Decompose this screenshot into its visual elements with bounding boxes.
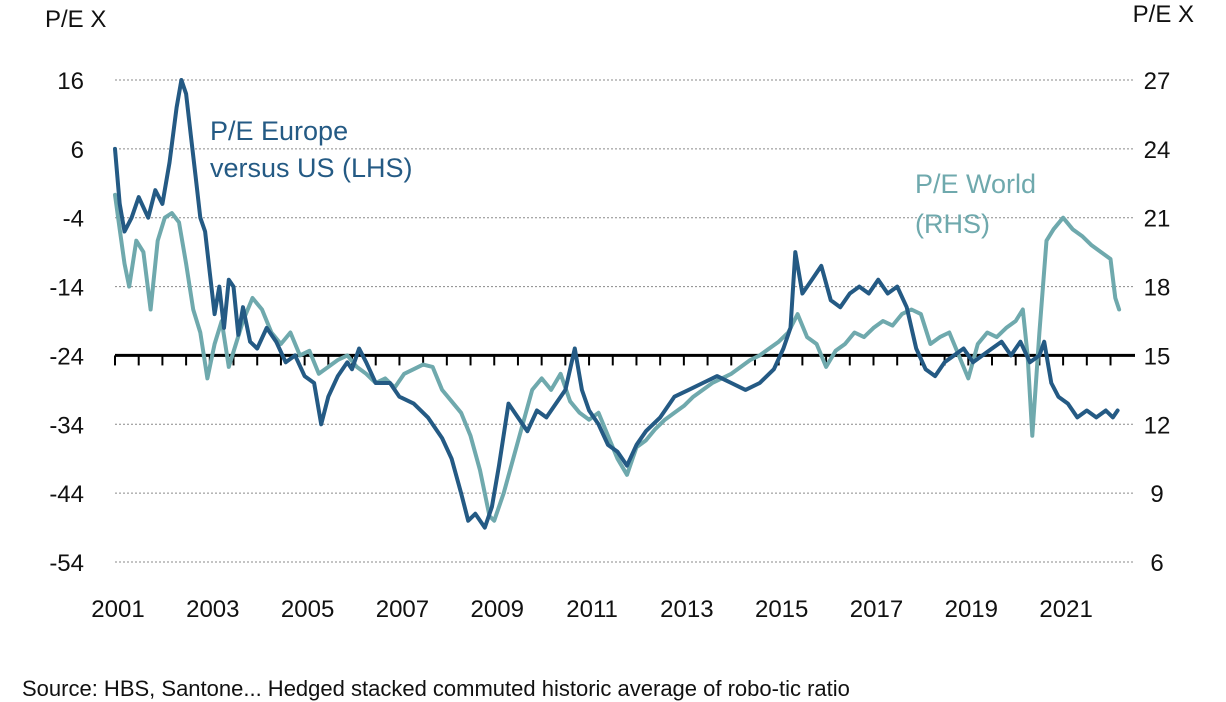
x-tick-label: 2007 <box>376 596 429 623</box>
right-tick-label: 18 <box>1144 275 1171 302</box>
series-label-world-line1: P/E World <box>915 169 1036 199</box>
left-tick-label: -44 <box>49 481 84 508</box>
x-tick-label: 2005 <box>281 596 334 623</box>
series-label-europe-line2: versus US (LHS) <box>210 153 413 183</box>
series-label-europe-line1: P/E Europe <box>210 116 348 146</box>
left-axis-title: P/E X <box>45 6 106 33</box>
x-axis-ticks: 2001 2003 2005 2007 2009 2011 2013 2015 2017 2019… <box>91 596 1093 623</box>
left-tick-label: -24 <box>49 343 84 370</box>
left-tick-label: 16 <box>57 68 84 95</box>
right-axis-ticks: 27 24 21 18 15 12 9 6 <box>1144 68 1171 577</box>
series-line-europe-vs-us <box>113 78 1120 530</box>
x-tick-label: 2011 <box>566 596 618 623</box>
right-tick-label: 27 <box>1144 68 1171 95</box>
left-tick-label: 6 <box>71 137 84 164</box>
left-axis-ticks: 16 6 -4 -14 -24 -34 -44 -54 <box>49 68 84 577</box>
x-tick-label: 2017 <box>850 596 903 623</box>
right-tick-label: 9 <box>1150 481 1163 508</box>
x-tick-label: 2003 <box>186 596 239 623</box>
x-tick-label: 2021 <box>1039 596 1092 623</box>
source-note: Source: HBS, Santone... Hedged stacked c… <box>22 676 850 701</box>
left-tick-label: -14 <box>49 275 84 302</box>
x-tick-label: 2013 <box>660 596 713 623</box>
right-tick-label: 21 <box>1144 206 1171 233</box>
x-tick-label: 2015 <box>755 596 808 623</box>
series-label-world-line2: (RHS) <box>915 209 990 239</box>
left-tick-label: -34 <box>49 412 84 439</box>
right-axis-title: P/E X <box>1133 1 1194 28</box>
x-tick-label: 2009 <box>471 596 524 623</box>
right-tick-label: 15 <box>1144 343 1171 370</box>
grid-lines <box>115 79 1135 563</box>
left-tick-label: -54 <box>49 550 84 577</box>
right-tick-label: 6 <box>1150 550 1163 577</box>
series-lines <box>113 78 1122 530</box>
left-tick-label: -4 <box>63 206 84 233</box>
right-tick-label: 12 <box>1144 412 1171 439</box>
x-tick-label: 2019 <box>945 596 998 623</box>
x-tick-label: 2001 <box>91 596 144 623</box>
right-tick-label: 24 <box>1144 137 1171 164</box>
